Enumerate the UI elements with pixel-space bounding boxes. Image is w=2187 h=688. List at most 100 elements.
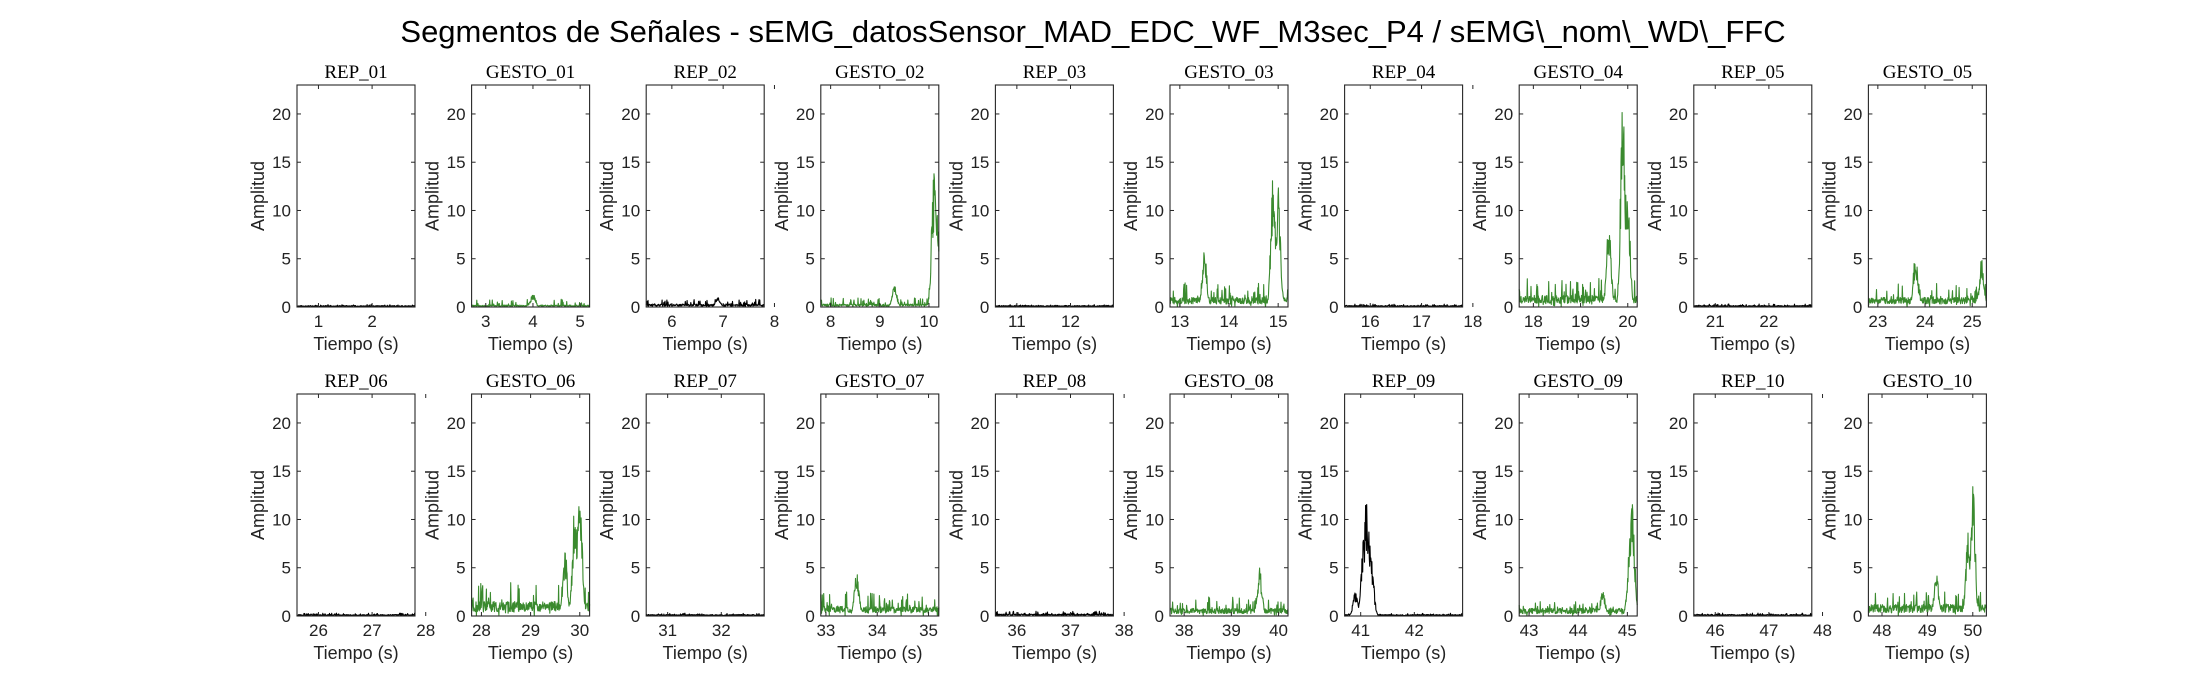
subplot-rep-01: REP_01 0 5 10 15 20 1 2 Tiempo (s) Amplitud	[248, 62, 416, 354]
x-tick-label: 18	[1463, 312, 1482, 331]
subplot-gesto-08: GESTO_08 0 5 10 15 20 38 39 40 Tiempo (s) Amplitud	[1121, 371, 1289, 663]
y-tick-label: 10	[1320, 510, 1339, 529]
y-tick-label: 10	[1494, 510, 1513, 529]
x-tick-label: 9	[875, 312, 884, 331]
subplot-title: GESTO_10	[1883, 371, 1972, 392]
x-tick-label: 48	[1873, 621, 1892, 640]
subplot-title: REP_03	[1023, 62, 1086, 83]
x-axis-label: Tiempo (s)	[488, 334, 573, 354]
y-tick-label: 0	[1504, 298, 1513, 317]
y-tick-label: 20	[1145, 414, 1164, 433]
x-tick-label: 4	[528, 312, 537, 331]
x-tick-label: 22	[1759, 312, 1778, 331]
y-tick-label: 5	[1329, 559, 1338, 578]
x-axis-label: Tiempo (s)	[1012, 643, 1097, 663]
y-tick-label: 10	[796, 201, 815, 220]
subplot-title: REP_05	[1721, 62, 1784, 83]
x-axis-label: Tiempo (s)	[488, 643, 573, 663]
y-tick-label: 0	[1155, 607, 1164, 626]
x-tick-label: 18	[1524, 312, 1543, 331]
x-tick-label: 31	[658, 621, 677, 640]
x-tick-label: 15	[1269, 312, 1288, 331]
y-tick-label: 5	[1853, 250, 1862, 269]
y-tick-label: 20	[1843, 414, 1862, 433]
x-tick-label: 40	[1269, 621, 1288, 640]
y-tick-label: 15	[272, 462, 291, 481]
y-tick-label: 0	[282, 607, 291, 626]
x-tick-label: 21	[1706, 312, 1725, 331]
axes-box	[820, 84, 940, 308]
y-axis-label: Amplitud	[597, 470, 617, 540]
subplot-title: GESTO_06	[486, 371, 575, 392]
subplot-gesto-09: GESTO_09 0 5 10 15 20 43 44 45 Tiempo (s) Amplitud	[1470, 371, 1638, 663]
y-axis-label: Amplitud	[946, 161, 966, 231]
y-tick-label: 0	[1329, 607, 1338, 626]
axes-box	[1867, 393, 1987, 617]
subplot-gesto-07: GESTO_07 0 5 10 15 20 33 34 35 Tiempo (s) Amplitud	[772, 371, 940, 663]
subplot-gesto-06: GESTO_06 0 5 10 15 20 28 29 30 Tiempo (s) Amplitud	[423, 371, 591, 663]
x-axis-label: Tiempo (s)	[313, 643, 398, 663]
x-tick-label: 38	[1115, 621, 1134, 640]
x-tick-label: 30	[570, 621, 589, 640]
subplot-title: REP_09	[1372, 371, 1435, 392]
y-axis-label: Amplitud	[597, 161, 617, 231]
subplot-title: REP_01	[324, 62, 387, 83]
y-tick-label: 15	[1320, 153, 1339, 172]
y-tick-label: 0	[980, 607, 989, 626]
axes-box	[1344, 84, 1464, 308]
axes-box	[994, 393, 1114, 617]
x-axis-label: Tiempo (s)	[1885, 643, 1970, 663]
y-tick-label: 15	[621, 153, 640, 172]
y-tick-label: 20	[1145, 105, 1164, 124]
x-tick-label: 24	[1916, 312, 1935, 331]
y-axis-label: Amplitud	[1470, 161, 1490, 231]
signal-line	[820, 574, 940, 617]
y-tick-label: 0	[1678, 298, 1687, 317]
y-tick-label: 5	[1678, 250, 1687, 269]
y-axis-label: Amplitud	[423, 161, 443, 231]
y-tick-label: 5	[805, 559, 814, 578]
axes-box	[1867, 84, 1987, 308]
y-axis-label: Amplitud	[1296, 470, 1316, 540]
axes-box	[820, 393, 940, 617]
y-tick-label: 0	[282, 298, 291, 317]
y-tick-label: 5	[980, 559, 989, 578]
y-tick-label: 0	[1678, 607, 1687, 626]
x-tick-label: 28	[472, 621, 491, 640]
signal-line	[1867, 486, 1987, 617]
y-axis-label: Amplitud	[1296, 161, 1316, 231]
y-tick-label: 20	[621, 414, 640, 433]
y-axis-label: Amplitud	[772, 470, 792, 540]
y-tick-label: 15	[1320, 462, 1339, 481]
signal-line	[1169, 180, 1289, 308]
signal-line	[1344, 503, 1463, 617]
signal-line	[1867, 260, 1987, 308]
x-tick-label: 8	[826, 312, 835, 331]
y-tick-label: 15	[796, 462, 815, 481]
subplot-title: GESTO_05	[1883, 62, 1972, 83]
x-tick-label: 35	[919, 621, 938, 640]
x-axis-label: Tiempo (s)	[1536, 334, 1621, 354]
y-tick-label: 15	[447, 153, 466, 172]
x-tick-label: 16	[1361, 312, 1380, 331]
y-tick-label: 20	[796, 105, 815, 124]
y-tick-label: 5	[1504, 559, 1513, 578]
axes-box	[1169, 84, 1289, 308]
x-tick-label: 32	[712, 621, 731, 640]
y-tick-label: 15	[970, 462, 989, 481]
y-tick-label: 20	[272, 105, 291, 124]
x-tick-label: 13	[1170, 312, 1189, 331]
subplot-title: REP_10	[1721, 371, 1784, 392]
x-tick-label: 44	[1569, 621, 1588, 640]
subplot-title: REP_08	[1023, 371, 1086, 392]
y-tick-label: 5	[456, 559, 465, 578]
y-tick-label: 20	[272, 414, 291, 433]
x-tick-label: 2	[367, 312, 376, 331]
y-tick-label: 5	[282, 250, 291, 269]
y-tick-label: 0	[1155, 298, 1164, 317]
y-tick-label: 10	[1669, 201, 1688, 220]
x-tick-label: 6	[667, 312, 676, 331]
y-tick-label: 10	[1669, 510, 1688, 529]
x-axis-label: Tiempo (s)	[1710, 334, 1795, 354]
